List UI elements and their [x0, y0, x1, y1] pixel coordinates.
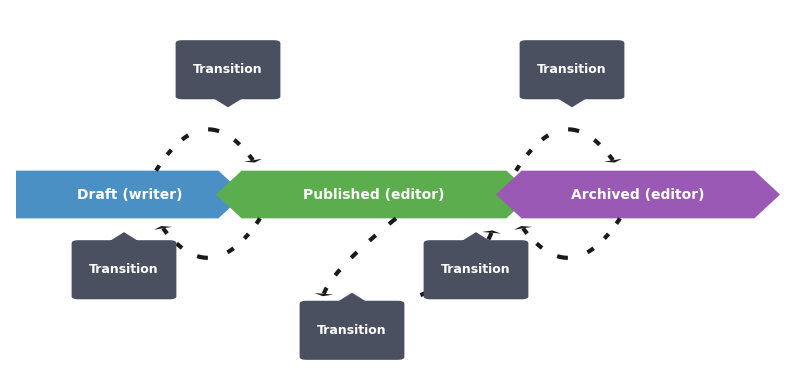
Polygon shape — [216, 171, 532, 218]
Polygon shape — [496, 171, 780, 218]
Polygon shape — [210, 96, 246, 107]
FancyBboxPatch shape — [175, 40, 280, 99]
Polygon shape — [604, 159, 622, 163]
Text: Transition: Transition — [317, 324, 387, 337]
Text: Transition: Transition — [193, 63, 263, 76]
Polygon shape — [16, 171, 244, 218]
Polygon shape — [458, 232, 494, 243]
Polygon shape — [554, 96, 590, 107]
FancyBboxPatch shape — [424, 240, 528, 299]
Polygon shape — [244, 159, 262, 163]
Polygon shape — [514, 226, 532, 230]
Text: Published (editor): Published (editor) — [303, 188, 445, 201]
FancyBboxPatch shape — [520, 40, 624, 99]
Polygon shape — [314, 293, 334, 296]
FancyBboxPatch shape — [72, 240, 176, 299]
Polygon shape — [106, 232, 142, 243]
Text: Transition: Transition — [89, 263, 159, 276]
Polygon shape — [482, 230, 501, 233]
Polygon shape — [154, 226, 172, 230]
Text: Draft (writer): Draft (writer) — [78, 188, 182, 201]
Text: Transition: Transition — [537, 63, 607, 76]
FancyBboxPatch shape — [300, 301, 405, 360]
Text: Transition: Transition — [441, 263, 511, 276]
Polygon shape — [334, 293, 370, 304]
Text: Archived (editor): Archived (editor) — [571, 188, 705, 201]
